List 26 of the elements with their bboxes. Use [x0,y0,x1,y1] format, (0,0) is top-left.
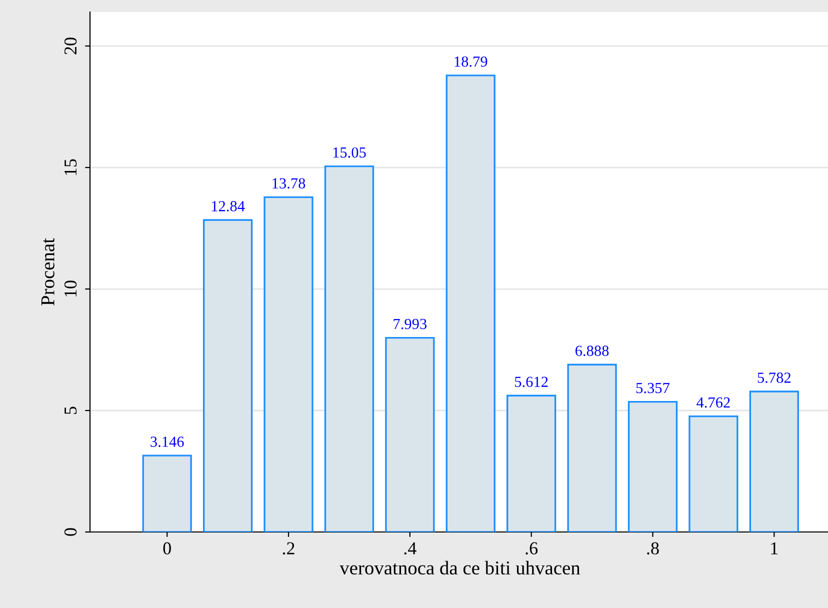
y-tick-label: 15 [64,159,77,175]
x-tick-label: 0 [163,542,171,554]
x-tick-label: .8 [647,542,659,555]
y-tick-label: 20 [64,38,77,54]
bar [142,454,192,532]
x-tick-label: .6 [526,542,538,555]
data-label: 13.78 [272,178,306,189]
x-tick-label: .4 [404,542,416,555]
y-tick-label: 5 [64,406,77,414]
y-axis-title: Procenat [41,238,54,306]
data-label: 5.612 [515,376,548,388]
x-tick-label: 1 [771,542,778,554]
data-label: 12.84 [212,201,245,212]
x-tick-label: .2 [282,542,294,555]
data-label: 6.888 [576,346,609,356]
bar [688,415,738,532]
data-label: 3.146 [150,436,184,447]
y-tick-label: 10 [64,280,77,296]
x-axis-title: verovatnoca da ce biti uhvacen [340,560,580,575]
data-label: 4.762 [696,397,730,408]
data-label: 5.782 [758,372,790,383]
data-label: 5.357 [636,382,670,394]
data-label: 7.993 [394,318,427,330]
data-label: 18.79 [454,56,488,67]
data-label: 15.05 [333,147,366,158]
y-tick-label: 0 [64,528,77,536]
